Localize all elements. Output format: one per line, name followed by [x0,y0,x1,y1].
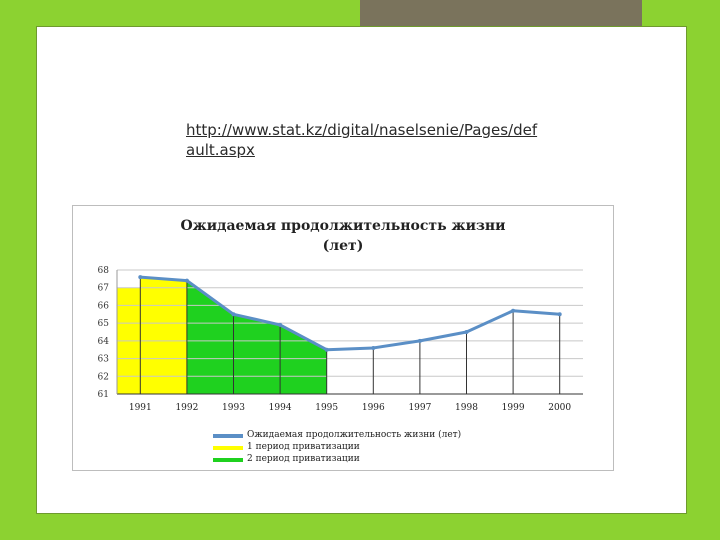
life-expectancy-chart: 61 62 63 64 65 66 67 68 1991 1992 1993 1994 1995 1996… [98,266,583,413]
y-tick-label: 65 [98,319,110,329]
series-point [324,347,329,352]
y-tick-label: 64 [98,337,110,347]
chart-subtitle: (лет) [322,238,364,254]
x-tick-label: 1994 [269,403,292,413]
period1-area [117,277,187,394]
chart-title: Ожидаемая продолжительность жизни [180,218,506,234]
x-tick-label: 1995 [315,403,338,413]
series-point [278,322,283,327]
chart-frame: Ожидаемая продолжительность жизни (лет) … [72,205,614,471]
y-tick-label: 66 [98,301,110,311]
x-tick-label: 1999 [502,403,525,413]
legend-label-period1: 1 период приватизации [247,442,360,452]
series-point [417,338,422,343]
x-tick-label: 2000 [548,403,571,413]
legend-label-series: Ожидаемая продолжительность жизни (лет) [247,430,462,440]
x-tick-label: 1992 [175,403,198,413]
legend-swatch-period2 [213,458,243,462]
source-link[interactable]: http://www.stat.kz/digital/naselsenie/Pa… [186,121,538,159]
legend-swatch-period1 [213,446,243,450]
x-tick-label: 1996 [362,403,385,413]
y-tick-label: 67 [98,284,110,294]
series-point [371,345,376,350]
series-point [464,330,469,334]
x-tick-label: 1998 [455,403,478,413]
series-point [138,275,143,280]
series-point [557,312,562,317]
x-tick-label: 1993 [222,403,245,413]
x-tick-label: 1997 [408,403,431,413]
y-tick-label: 63 [98,355,110,365]
series-point [511,308,516,313]
series-line [140,275,560,352]
series-point [231,312,236,317]
y-tick-label: 61 [98,390,109,400]
y-tick-label: 68 [98,266,110,276]
legend-swatch-line [213,434,243,438]
legend-label-period2: 2 период приватизации [247,454,360,464]
y-tick-label: 62 [98,372,109,382]
x-tick-label: 1991 [129,403,152,413]
period2-area [186,280,327,394]
series-point [184,278,189,283]
